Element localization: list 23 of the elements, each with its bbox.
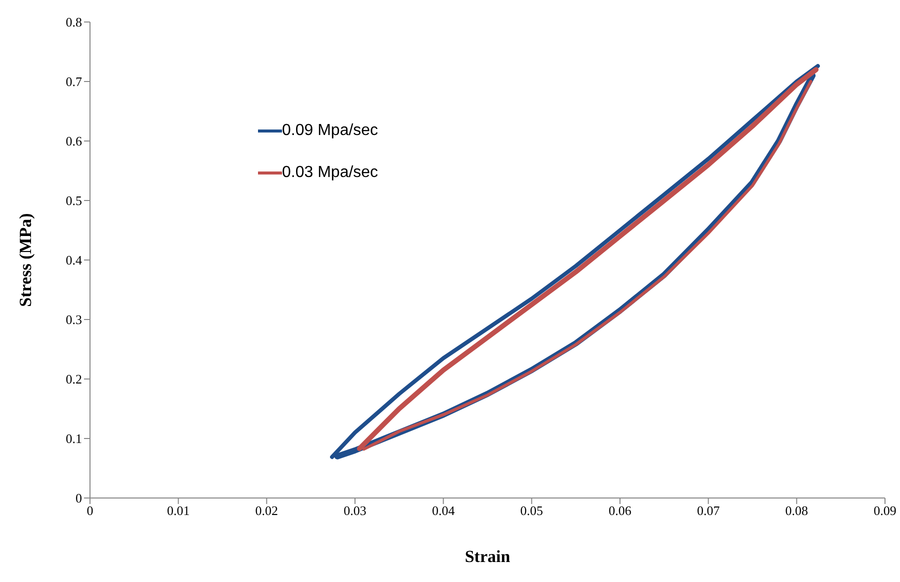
legend-label: 0.09 Mpa/sec [282, 122, 378, 140]
x-tick-label: 0 [86, 503, 94, 518]
y-tick-label: 0.1 [66, 431, 82, 446]
x-tick-label: 0.07 [696, 503, 720, 518]
y-tick-label: 0.2 [66, 372, 82, 387]
x-tick-label: 0.06 [608, 503, 632, 518]
y-tick-label: 0.5 [66, 193, 82, 208]
y-tick-label: 0.7 [66, 74, 82, 90]
y-tick-label: 0.3 [66, 312, 82, 328]
x-tick-label: 0.04 [432, 503, 456, 518]
y-tick-label: 0.8 [66, 14, 82, 30]
y-tick-label: 0.4 [66, 252, 82, 268]
x-axis-title: Strain [464, 547, 511, 566]
y-tick-label: 0 [76, 490, 82, 506]
y-tick-label: 0.6 [66, 134, 82, 149]
x-tick-label: 0.08 [785, 503, 808, 518]
y-axis-title: Stress (MPa) [16, 213, 36, 307]
x-tick-label: 0.05 [520, 503, 544, 518]
x-tick-label: 0.01 [166, 503, 190, 518]
x-tick-label: 0.03 [344, 503, 366, 518]
legend-label: 0.03 Mpa/sec [282, 164, 378, 182]
x-tick-label: 0.09 [874, 503, 896, 518]
x-tick-label: 0.02 [255, 503, 278, 518]
